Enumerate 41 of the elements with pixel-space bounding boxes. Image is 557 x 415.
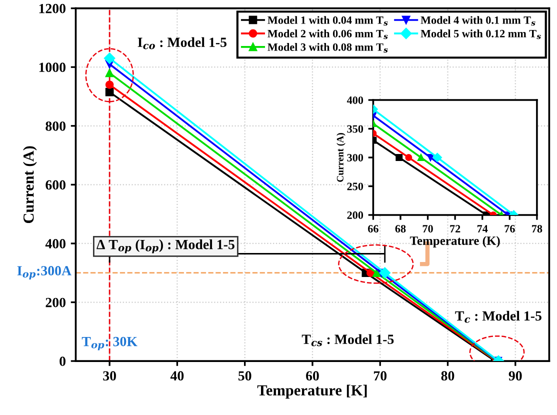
x-axis-title: Temperature (K): [410, 236, 500, 248]
ref-line-label: T$_{op}$: 30K: [82, 336, 138, 350]
x-tick-label: 78: [532, 225, 542, 233]
y-tick-label: 300: [347, 154, 364, 162]
ref-line-label: I$_{op}$:300A: [17, 266, 72, 280]
y-tick-label: 400: [45, 239, 66, 248]
x-tick-label: 76: [504, 225, 515, 233]
y-tick-label: 1200: [39, 4, 66, 14]
y-tick-label: 400: [346, 96, 364, 104]
x-tick-label: 60: [306, 371, 319, 381]
annotation: Δ T$_{op}$ (I$_{op}$) : Model 1-5: [96, 239, 234, 254]
y-tick-label: 0: [60, 356, 66, 366]
legend-label: Model 4 with 0.1 mm T$_{s}$: [420, 16, 536, 26]
y-axis-title: Current (A): [23, 146, 37, 224]
x-tick-label: 90: [508, 371, 522, 381]
x-tick-label: 70: [422, 225, 433, 233]
x-tick-label: 68: [395, 225, 406, 233]
y-tick-label: 200: [46, 298, 66, 308]
x-tick-label: 30: [103, 371, 116, 381]
y-tick-label: 250: [347, 182, 364, 190]
legend-label: Model 3 with 0.08 mm T$_{s}$: [268, 43, 388, 53]
annotation: T$_{c}$ : Model 1-5: [455, 310, 542, 323]
x-tick-label: 40: [170, 371, 184, 381]
x-tick-label: 70: [374, 371, 387, 381]
y-tick-label: 1000: [39, 62, 66, 72]
legend-label: Model 2 with 0.06 mm T$_{s}$: [268, 30, 388, 40]
x-tick-label: 50: [238, 371, 252, 381]
y-tick-label: 350: [347, 125, 364, 133]
x-tick-label: 66: [368, 225, 378, 233]
x-tick-label: 72: [450, 225, 460, 232]
x-axis-title: Temperature [K]: [257, 384, 367, 399]
legend-label: Model 5 with 0.12 mm T$_{s}$: [420, 30, 541, 40]
annotation: I$_{co}$ : Model 1-5: [138, 37, 226, 50]
y-tick-label: 800: [46, 121, 66, 131]
legend-label: Model 1 with 0.04 mm T$_{s}$: [268, 16, 388, 26]
y-tick-label: 600: [46, 180, 66, 190]
y-axis-title: Current (A): [336, 133, 346, 182]
annotation: T$_{cs}$ : Model 1-5: [302, 334, 394, 346]
x-tick-label: 80: [441, 371, 454, 381]
y-tick-label: 200: [347, 211, 364, 219]
x-tick-label: 74: [477, 225, 488, 232]
